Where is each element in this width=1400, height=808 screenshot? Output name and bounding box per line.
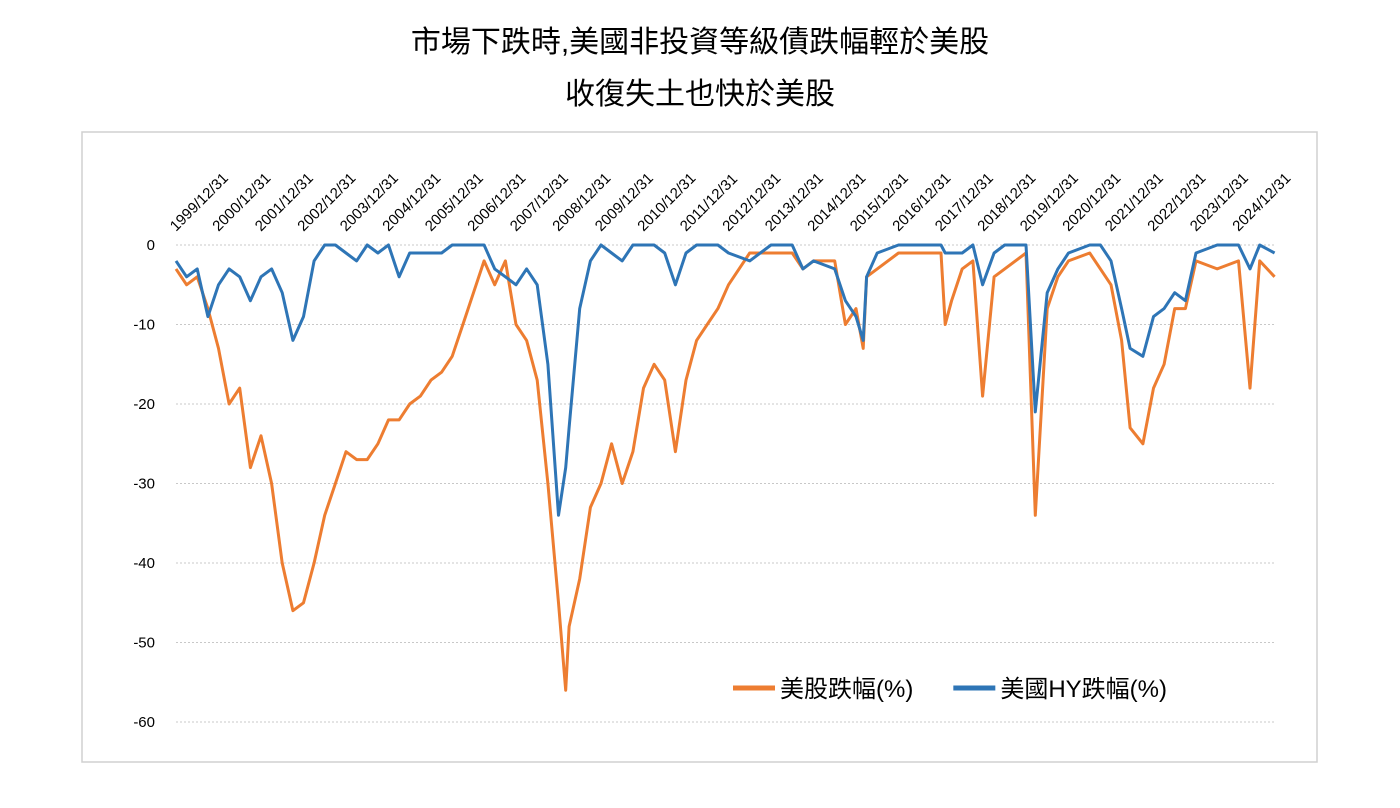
chart-title: 收復失土也快於美股: [565, 78, 835, 111]
series-line: [174, 243, 1276, 517]
y-tick-label: -10: [133, 317, 155, 334]
y-tick-label: -50: [133, 635, 155, 652]
chart-title: 市場下跌時,美國非投資等級債跌幅輕於美股: [411, 26, 989, 59]
y-tick-label: 0: [147, 237, 155, 254]
y-tick-label: -20: [133, 396, 155, 413]
y-tick-label: -30: [133, 476, 155, 493]
chart-frame: [81, 131, 1318, 763]
y-tick-label: -60: [133, 714, 155, 731]
legend-label: 美股跌幅(%): [780, 676, 913, 703]
y-tick-label: -40: [133, 555, 155, 572]
legend-label: 美國HY跌幅(%): [1000, 676, 1167, 703]
series-line: [174, 251, 1276, 692]
